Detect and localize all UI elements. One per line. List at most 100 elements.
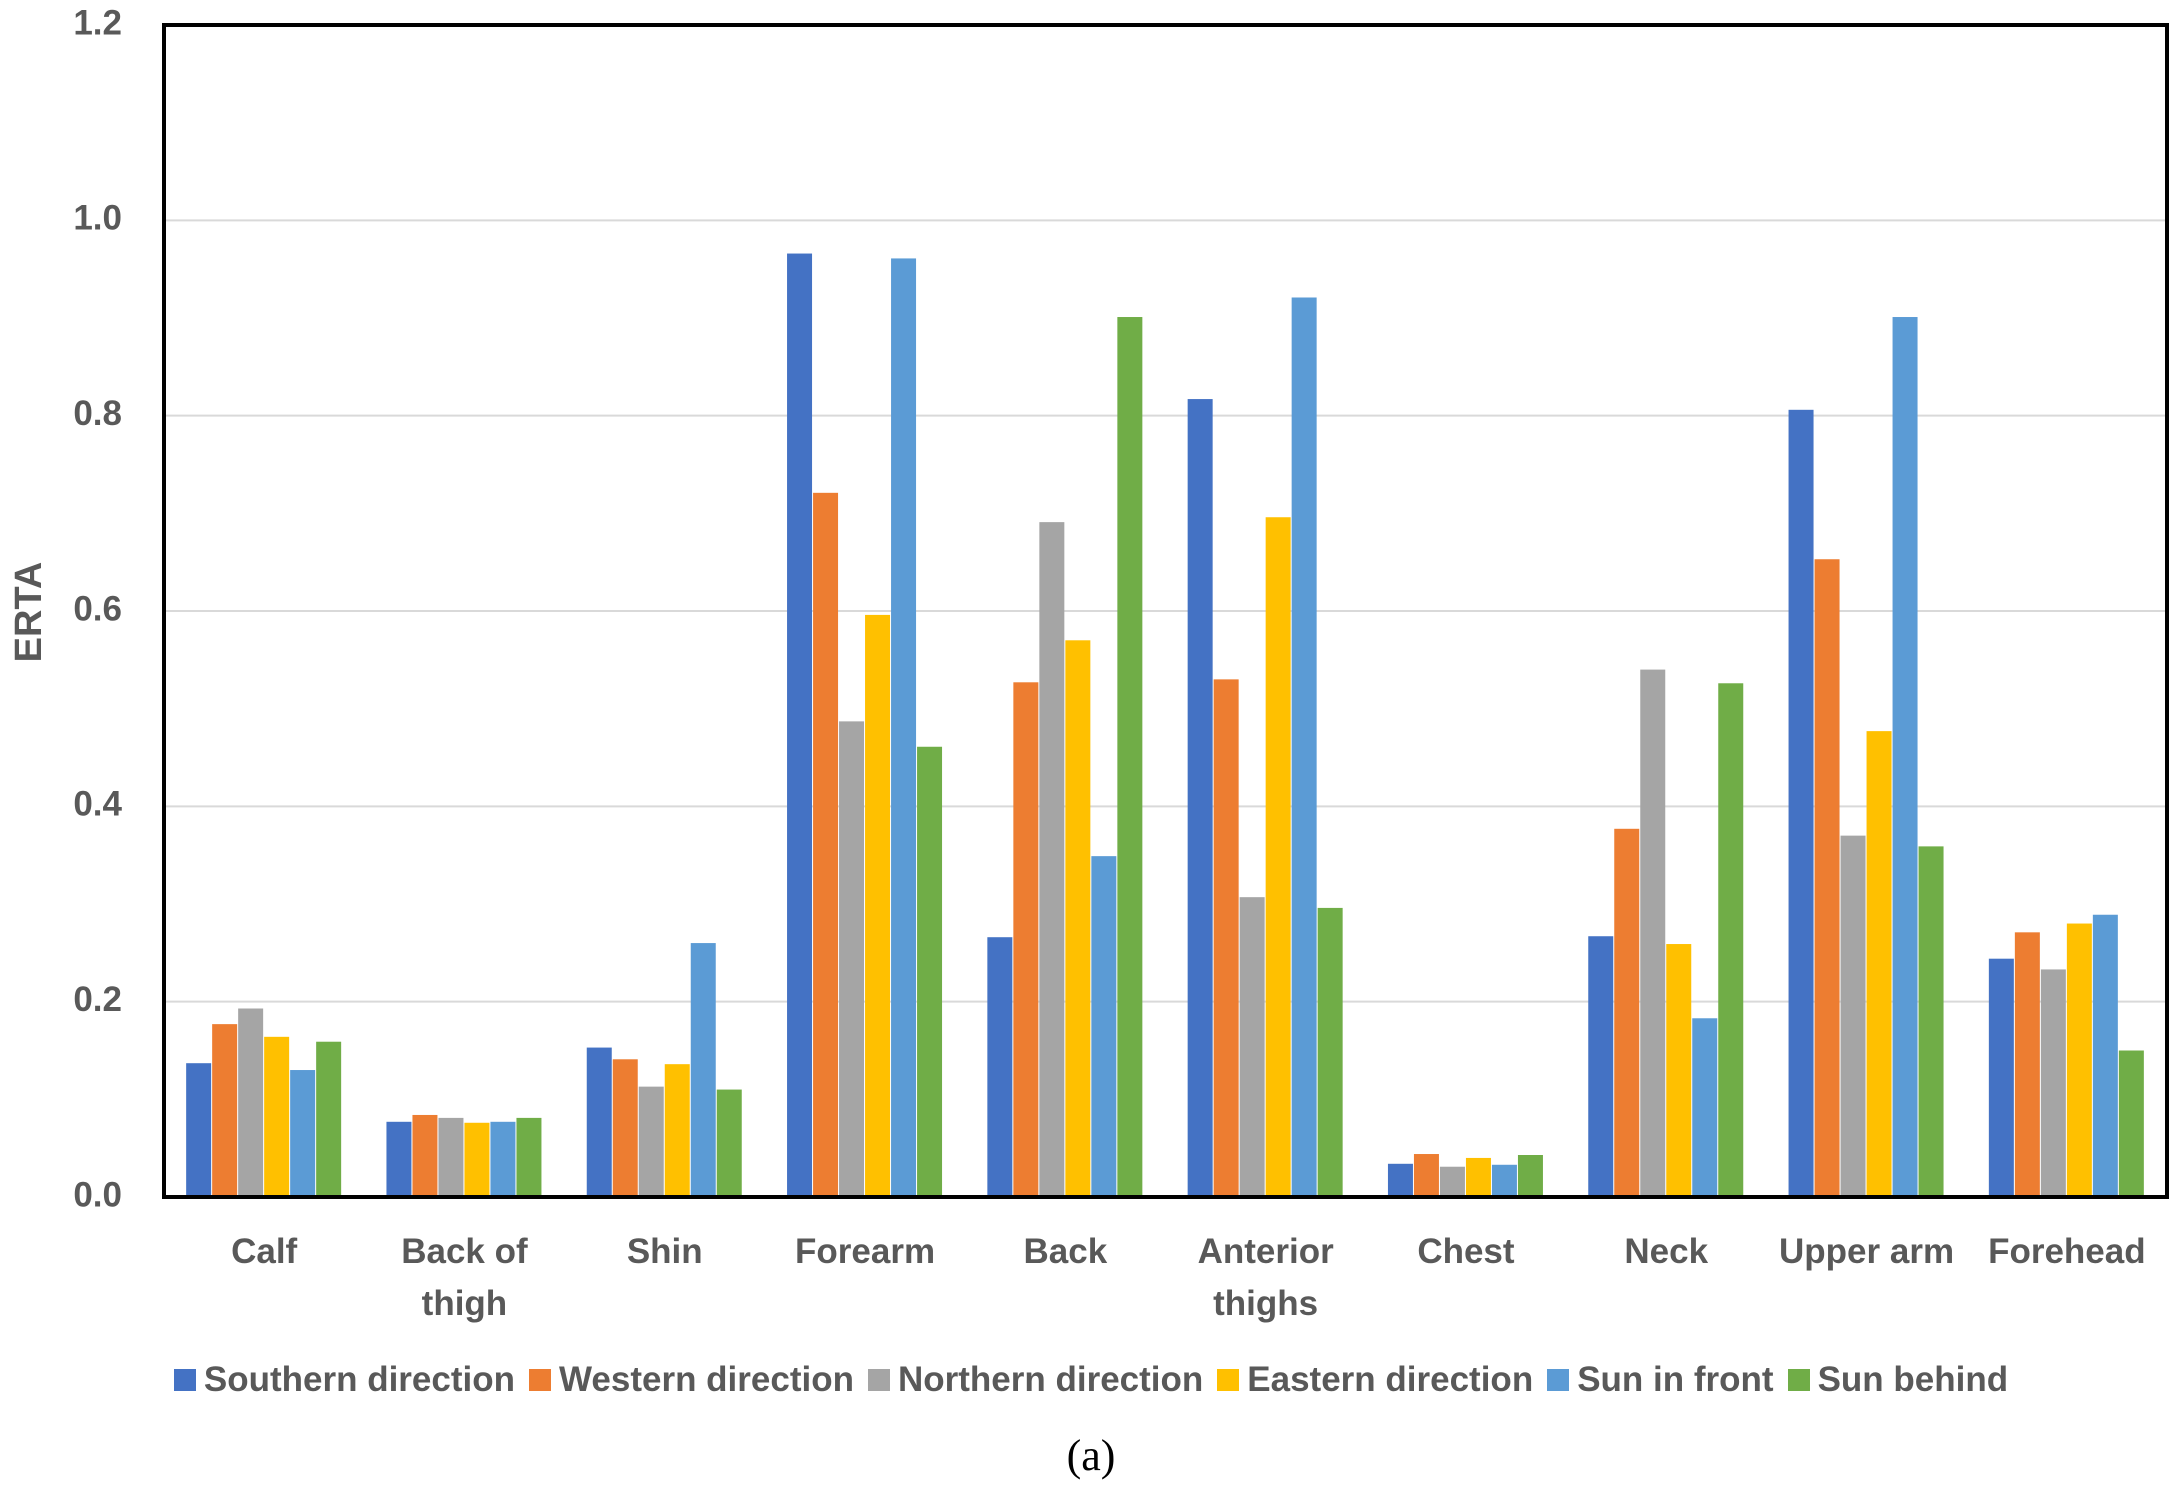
plot: ERTA 0.0 0.2 0.4 0.6 0.8 1.0 1.2	[8, 3, 2169, 1214]
legend-swatch	[1787, 1369, 1810, 1391]
bar	[787, 253, 813, 1198]
bar	[1239, 897, 1265, 1197]
y-tick-label: 1.2	[73, 3, 122, 42]
legend-label: Western direction	[559, 1360, 854, 1399]
bar	[865, 614, 891, 1197]
bar	[1840, 835, 1866, 1197]
bar	[386, 1121, 412, 1197]
legend-item: Sun in front	[1547, 1360, 1774, 1400]
bar	[1788, 409, 1814, 1198]
x-tick-label: Calf	[231, 1232, 298, 1271]
bar	[1013, 682, 1039, 1197]
bar	[1265, 517, 1291, 1197]
bar	[212, 1024, 238, 1197]
legend: Southern direction Western direction North…	[0, 1360, 2182, 1400]
legend-label: Sun behind	[1817, 1360, 2009, 1399]
legend-item: Sun behind	[1787, 1360, 2009, 1400]
y-tick-label: 0.0	[73, 1175, 122, 1214]
bar	[1517, 1155, 1543, 1197]
bar	[1692, 1018, 1718, 1197]
bar	[264, 1036, 290, 1197]
bar	[664, 1064, 690, 1197]
x-tick-label: Neck	[1624, 1232, 1709, 1271]
bar	[1465, 1157, 1491, 1197]
bar	[1065, 640, 1091, 1197]
legend-swatch	[173, 1369, 196, 1391]
bar	[1614, 828, 1640, 1197]
x-tick-label: Shin	[626, 1232, 703, 1271]
bar	[1491, 1164, 1517, 1197]
legend-item: Northern direction	[867, 1360, 1204, 1400]
y-tick-label: 0.4	[73, 785, 122, 824]
y-tick-label: 0.6	[73, 589, 122, 628]
legend-label: Sun in front	[1577, 1360, 1774, 1399]
bar	[1918, 846, 1944, 1197]
bar	[238, 1008, 264, 1197]
x-tick-label: Forehead	[1988, 1232, 2146, 1271]
bar	[2118, 1050, 2144, 1197]
bar	[186, 1063, 212, 1197]
x-tick-label: Upper arm	[1779, 1232, 1955, 1271]
legend-swatch	[1217, 1369, 1240, 1391]
legend-swatch	[867, 1369, 890, 1391]
legend-swatch	[529, 1369, 551, 1391]
bar	[813, 492, 839, 1197]
y-axis-label: ERTA	[8, 562, 50, 663]
x-tick-label: Anterior thighs	[1197, 1232, 1334, 1323]
bar	[1666, 944, 1692, 1197]
bar	[1187, 399, 1213, 1197]
bar	[1387, 1163, 1413, 1197]
x-tick-label: Back of thigh	[401, 1232, 528, 1323]
y-tick-label: 0.2	[73, 980, 122, 1019]
bar	[1588, 936, 1614, 1197]
bar	[987, 937, 1013, 1197]
bar	[1866, 731, 1892, 1197]
bar	[1814, 559, 1840, 1197]
bar	[438, 1117, 464, 1197]
bar	[2092, 914, 2118, 1197]
bar	[412, 1114, 438, 1197]
bar	[716, 1089, 742, 1197]
bar	[1117, 317, 1143, 1198]
bar	[516, 1117, 542, 1197]
bar	[490, 1121, 516, 1197]
caption: (a)	[1066, 1431, 1116, 1480]
bar	[917, 746, 943, 1197]
legend-item: Southern direction	[173, 1360, 515, 1400]
bar	[316, 1041, 342, 1197]
x-tick-label: Chest	[1417, 1232, 1515, 1271]
bar	[612, 1059, 638, 1197]
bar	[2066, 923, 2092, 1197]
bar	[1718, 683, 1744, 1197]
y-tick-label: 1.0	[73, 199, 122, 238]
x-tick-label: Back	[1023, 1232, 1108, 1271]
bar	[586, 1047, 612, 1197]
bar	[1892, 317, 1918, 1198]
bar	[464, 1122, 490, 1197]
legend-label: Eastern direction	[1247, 1360, 1534, 1399]
bar	[1413, 1154, 1439, 1197]
bar	[1640, 669, 1666, 1197]
legend-item: Eastern direction	[1217, 1360, 1533, 1400]
legend-item: Western direction	[529, 1360, 854, 1400]
bar	[690, 943, 716, 1197]
plot-frame	[162, 23, 2169, 1199]
bar	[891, 258, 917, 1197]
bar	[1291, 297, 1317, 1197]
bar	[290, 1070, 316, 1197]
legend-label: Southern direction	[203, 1360, 515, 1399]
bar	[1039, 522, 1065, 1197]
legend-swatch	[1547, 1369, 1570, 1391]
bar	[2040, 969, 2066, 1197]
bar	[1213, 679, 1239, 1197]
bar	[638, 1086, 664, 1197]
bar	[1988, 958, 2014, 1197]
bar	[1439, 1166, 1465, 1197]
bar	[2014, 932, 2040, 1197]
legend-label: Northern direction	[897, 1360, 1204, 1399]
bar	[839, 721, 865, 1197]
bar	[1317, 907, 1343, 1197]
x-tick-label: Forearm	[795, 1232, 936, 1271]
y-tick-label: 0.8	[73, 394, 122, 433]
